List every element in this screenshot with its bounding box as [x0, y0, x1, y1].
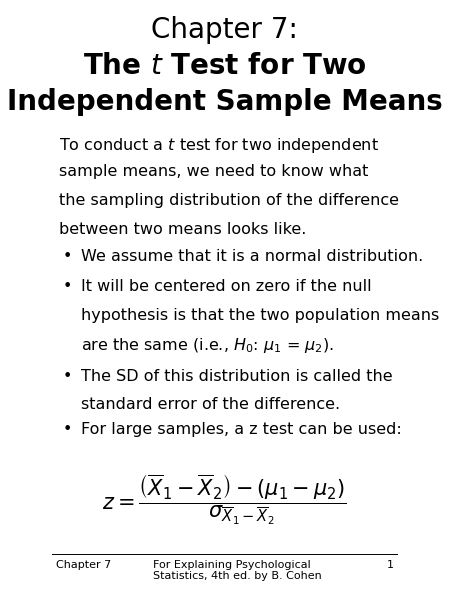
- Text: sample means, we need to know what: sample means, we need to know what: [59, 164, 369, 179]
- Text: The $\mathit{t}$ Test for Two: The $\mathit{t}$ Test for Two: [83, 52, 366, 80]
- Text: between two means looks like.: between two means looks like.: [59, 222, 306, 237]
- Text: Chapter 7: Chapter 7: [56, 560, 111, 570]
- Text: standard error of the difference.: standard error of the difference.: [81, 397, 340, 412]
- Text: For Explaining Psychological
Statistics, 4th ed. by B. Cohen: For Explaining Psychological Statistics,…: [153, 560, 321, 581]
- Text: It will be centered on zero if the null: It will be centered on zero if the null: [81, 279, 371, 294]
- Text: The SD of this distribution is called the: The SD of this distribution is called th…: [81, 368, 392, 383]
- Text: hypothesis is that the two population means: hypothesis is that the two population me…: [81, 308, 439, 323]
- Text: For large samples, a z test can be used:: For large samples, a z test can be used:: [81, 422, 401, 437]
- Text: are the same (i.e., $H_0$: $\mu_1$ = $\mu_2$).: are the same (i.e., $H_0$: $\mu_1$ = $\m…: [81, 337, 334, 355]
- Text: •: •: [63, 422, 72, 437]
- Text: Independent Sample Means: Independent Sample Means: [7, 88, 442, 116]
- Text: the sampling distribution of the difference: the sampling distribution of the differe…: [59, 193, 399, 208]
- Text: •: •: [63, 368, 72, 383]
- Text: 1: 1: [387, 560, 393, 570]
- Text: Chapter 7:: Chapter 7:: [151, 16, 298, 44]
- Text: •: •: [63, 249, 72, 264]
- Text: $z = \dfrac{\left(\overline{X}_1 - \overline{X}_2\right) - \left(\mu_1 - \mu_2\r: $z = \dfrac{\left(\overline{X}_1 - \over…: [102, 473, 347, 527]
- Text: •: •: [63, 279, 72, 294]
- Text: To conduct a $\mathit{t}$ test for two independent: To conduct a $\mathit{t}$ test for two i…: [59, 136, 379, 155]
- Text: We assume that it is a normal distribution.: We assume that it is a normal distributi…: [81, 249, 423, 264]
